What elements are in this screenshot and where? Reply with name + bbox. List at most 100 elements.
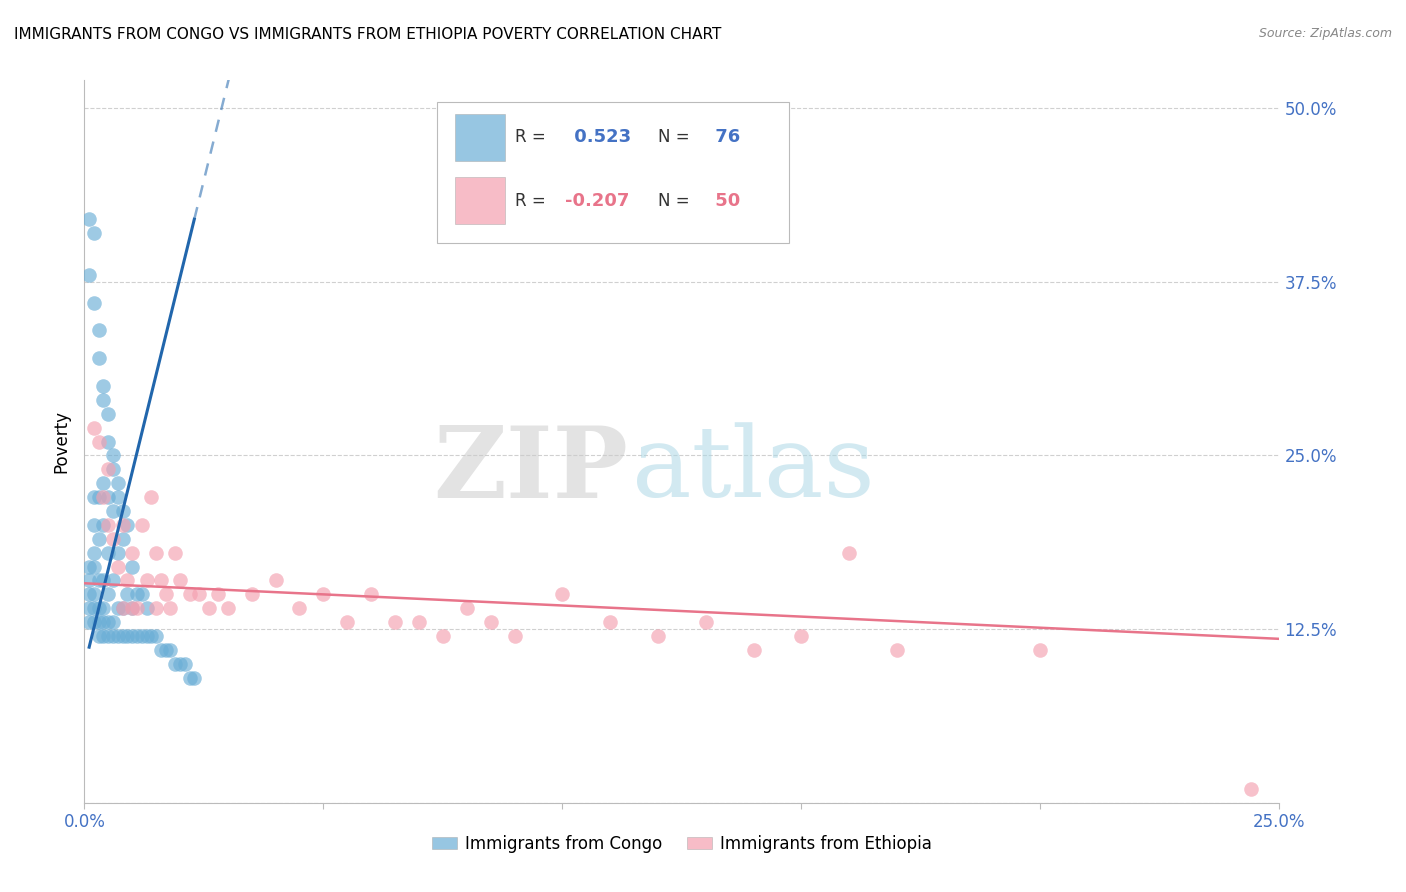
Point xyxy=(121,601,143,615)
Text: ZIP: ZIP xyxy=(433,422,628,519)
FancyBboxPatch shape xyxy=(456,178,505,225)
Point xyxy=(456,601,478,615)
Point xyxy=(93,476,115,491)
Point xyxy=(107,546,129,560)
Point xyxy=(83,601,105,615)
Point xyxy=(135,601,157,615)
Text: R =: R = xyxy=(515,128,551,146)
Point xyxy=(77,601,100,615)
Point xyxy=(77,268,100,282)
Point xyxy=(87,574,110,588)
Point xyxy=(790,629,813,643)
Point xyxy=(83,226,105,240)
Point xyxy=(101,504,124,518)
Text: 76: 76 xyxy=(710,128,741,146)
Point xyxy=(145,629,167,643)
Point xyxy=(77,559,100,574)
Point xyxy=(125,601,148,615)
Point xyxy=(159,601,181,615)
Point xyxy=(97,490,120,504)
Point xyxy=(97,629,120,643)
Point xyxy=(107,601,129,615)
Text: R =: R = xyxy=(515,192,551,210)
Point xyxy=(83,546,105,560)
Point xyxy=(77,574,100,588)
Point xyxy=(288,601,311,615)
Point xyxy=(107,629,129,643)
Point xyxy=(131,517,153,532)
Text: Source: ZipAtlas.com: Source: ZipAtlas.com xyxy=(1258,27,1392,40)
Point xyxy=(141,629,163,643)
Point xyxy=(155,587,177,601)
Point xyxy=(83,587,105,601)
Point xyxy=(197,601,219,615)
Point xyxy=(121,546,143,560)
Text: IMMIGRANTS FROM CONGO VS IMMIGRANTS FROM ETHIOPIA POVERTY CORRELATION CHART: IMMIGRANTS FROM CONGO VS IMMIGRANTS FROM… xyxy=(14,27,721,42)
Point xyxy=(97,517,120,532)
Point xyxy=(838,546,860,560)
Point xyxy=(93,574,115,588)
Text: N =: N = xyxy=(658,192,695,210)
Point xyxy=(87,490,110,504)
Point xyxy=(93,615,115,630)
Point xyxy=(217,601,239,615)
Point xyxy=(179,587,201,601)
Point xyxy=(87,601,110,615)
Point xyxy=(183,671,205,685)
Point xyxy=(117,574,139,588)
Point xyxy=(1240,781,1263,796)
Point xyxy=(77,615,100,630)
Point xyxy=(83,420,105,434)
Y-axis label: Poverty: Poverty xyxy=(52,410,70,473)
Text: -0.207: -0.207 xyxy=(565,192,628,210)
Point xyxy=(695,615,717,630)
Point xyxy=(93,517,115,532)
Point xyxy=(432,629,454,643)
Point xyxy=(188,587,211,601)
Point xyxy=(83,559,105,574)
Point xyxy=(97,546,120,560)
Point xyxy=(173,657,195,671)
Point xyxy=(83,295,105,310)
Text: 0.523: 0.523 xyxy=(568,128,631,146)
Point xyxy=(131,587,153,601)
Point xyxy=(159,643,181,657)
Point xyxy=(101,629,124,643)
Point xyxy=(93,601,115,615)
Point xyxy=(97,434,120,449)
Point xyxy=(117,517,139,532)
Point xyxy=(360,587,382,601)
Point xyxy=(384,615,406,630)
Text: 50: 50 xyxy=(710,192,741,210)
Point xyxy=(87,323,110,337)
Point xyxy=(135,574,157,588)
Point xyxy=(121,559,143,574)
Point xyxy=(77,212,100,227)
Point xyxy=(107,476,129,491)
Point xyxy=(599,615,621,630)
Point xyxy=(179,671,201,685)
Point xyxy=(312,587,335,601)
Point xyxy=(93,490,115,504)
Point xyxy=(87,351,110,366)
Point xyxy=(101,615,124,630)
Point xyxy=(101,574,124,588)
Point xyxy=(93,379,115,393)
Point xyxy=(503,629,526,643)
Point xyxy=(1029,643,1052,657)
Point xyxy=(551,587,574,601)
Point xyxy=(107,559,129,574)
FancyBboxPatch shape xyxy=(437,102,790,243)
Point xyxy=(165,546,187,560)
Point xyxy=(111,517,134,532)
Point xyxy=(93,629,115,643)
Point xyxy=(111,601,134,615)
Point xyxy=(149,643,172,657)
Point xyxy=(165,657,187,671)
Point xyxy=(647,629,669,643)
Point xyxy=(87,615,110,630)
Point xyxy=(101,449,124,463)
Legend: Immigrants from Congo, Immigrants from Ethiopia: Immigrants from Congo, Immigrants from E… xyxy=(425,828,939,860)
Point xyxy=(264,574,287,588)
Point xyxy=(479,615,502,630)
